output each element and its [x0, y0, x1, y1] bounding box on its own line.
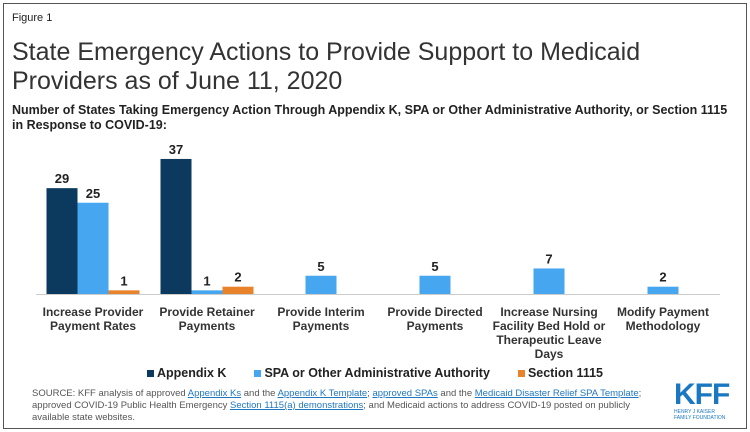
legend-swatch — [254, 370, 262, 377]
bar — [222, 286, 254, 294]
data-label: 2 — [234, 270, 241, 285]
source-text: ; and Medicaid actions to address COVID-… — [32, 400, 630, 423]
data-label: 2 — [659, 270, 666, 285]
legend-label: SPA or Other Administrative Authority — [264, 366, 490, 380]
legend-label: Appendix K — [156, 366, 227, 380]
legend-item: Section 1115 — [517, 366, 603, 380]
category-label: Provide Directed Payments — [387, 305, 482, 333]
data-label: 1 — [203, 273, 210, 288]
bar — [108, 290, 140, 294]
bar — [191, 290, 223, 294]
logo-line: FAMILY FOUNDATION — [674, 415, 726, 421]
chart-title: State Emergency Actions to Provide Suppo… — [12, 38, 641, 95]
data-label: 37 — [169, 144, 183, 157]
legend-swatch — [146, 370, 154, 377]
source-note: SOURCE: KFF analysis of approved Appendi… — [32, 388, 652, 424]
chart-subtitle: Number of States Taking Emergency Action… — [12, 103, 728, 132]
legend: Appendix K SPA or Other Administrative Au… — [4, 366, 746, 380]
legend-item: SPA or Other Administrative Authority — [254, 366, 490, 380]
legend-label: Section 1115 — [527, 366, 603, 380]
source-text: and the — [241, 388, 278, 399]
logo-line: HENRY J KAISER — [674, 409, 715, 415]
appendix-ks-link[interactable]: Appendix Ks — [187, 388, 242, 399]
figure: Figure 1 State Emergency Actions to Prov… — [3, 3, 747, 429]
legend-item: Appendix K — [146, 366, 227, 380]
section-1115-link[interactable]: Section 1115(a) demonstrations — [230, 400, 364, 411]
bar — [647, 286, 679, 294]
category-label: Provide Retainer Payments — [159, 305, 255, 333]
source-text: ; approved COVID-19 Public Health Emerge… — [32, 388, 642, 411]
category-label: Modify Payment Methodology — [617, 305, 709, 333]
category-label: Increase Nursing Facility Bed Hold or Ther… — [493, 305, 606, 361]
bar — [77, 202, 109, 294]
data-label: 1 — [120, 273, 127, 288]
category-label: Provide Interim Payments — [277, 305, 364, 333]
bar — [46, 188, 78, 294]
data-label: 5 — [317, 259, 324, 274]
data-label: 29 — [55, 171, 69, 186]
bar — [160, 158, 192, 294]
bar — [419, 275, 451, 294]
appendix-k-template-link[interactable]: Appendix K Template — [277, 388, 368, 399]
bar — [533, 268, 565, 294]
kff-logo: KFF HENRY J KAISER FAMILY FOUNDATION — [674, 378, 730, 422]
data-label: 25 — [86, 186, 100, 201]
approved-spas-link[interactable]: approved SPAs — [372, 388, 438, 399]
source-text: SOURCE: KFF analysis of approved — [32, 388, 188, 399]
bar — [305, 275, 337, 294]
spa-template-link[interactable]: Medicaid Disaster Relief SPA Template — [474, 388, 639, 399]
data-label: 5 — [431, 259, 438, 274]
source-text: ; — [367, 388, 373, 399]
figure-label: Figure 1 — [12, 12, 53, 24]
legend-swatch — [517, 370, 525, 377]
category-label: Increase Provider Payment Rates — [43, 305, 144, 333]
source-text: and the — [437, 388, 475, 399]
data-label: 7 — [545, 251, 552, 266]
logo-text: KFF — [674, 378, 730, 411]
